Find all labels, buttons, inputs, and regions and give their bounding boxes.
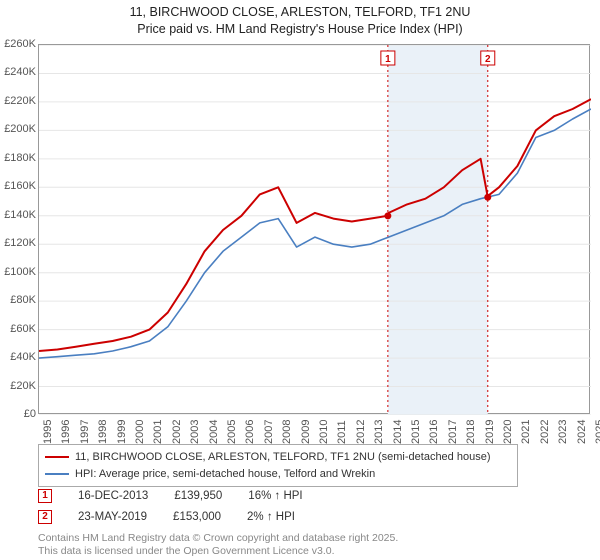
legend-row: 11, BIRCHWOOD CLOSE, ARLESTON, TELFORD, … (45, 449, 511, 466)
x-tick-label: 2000 (134, 420, 146, 444)
y-tick-label: £80K (0, 294, 36, 306)
svg-text:1: 1 (385, 54, 391, 65)
x-tick-label: 2020 (502, 420, 514, 444)
x-tick-label: 2015 (410, 420, 422, 444)
marker-row: 2 23-MAY-2019 £153,000 2% ↑ HPI (38, 507, 303, 528)
x-tick-label: 1995 (42, 420, 54, 444)
x-tick-label: 1999 (116, 420, 128, 444)
attribution-footer: Contains HM Land Registry data © Crown c… (38, 532, 398, 558)
legend-label: 11, BIRCHWOOD CLOSE, ARLESTON, TELFORD, … (75, 449, 490, 466)
legend-row: HPI: Average price, semi-detached house,… (45, 466, 511, 483)
x-tick-label: 2010 (318, 420, 330, 444)
y-tick-label: £260K (0, 38, 36, 50)
x-tick-label: 2022 (539, 420, 551, 444)
y-tick-label: £140K (0, 209, 36, 221)
marker-table: 1 16-DEC-2013 £139,950 16% ↑ HPI 2 23-MA… (38, 486, 303, 527)
chart-title-block: 11, BIRCHWOOD CLOSE, ARLESTON, TELFORD, … (0, 0, 600, 38)
y-tick-label: £200K (0, 123, 36, 135)
marker-price: £153,000 (173, 507, 221, 528)
x-tick-label: 2008 (281, 420, 293, 444)
marker-delta: 2% ↑ HPI (247, 507, 295, 528)
marker-delta: 16% ↑ HPI (248, 486, 302, 507)
x-tick-label: 2024 (576, 420, 588, 444)
y-tick-label: £220K (0, 95, 36, 107)
x-tick-label: 1998 (97, 420, 109, 444)
y-tick-label: £0 (0, 408, 36, 420)
x-tick-label: 2005 (226, 420, 238, 444)
y-tick-label: £180K (0, 152, 36, 164)
x-tick-label: 2013 (373, 420, 385, 444)
marker-num: 1 (42, 487, 48, 505)
marker-badge-icon: 2 (38, 510, 52, 524)
legend-label: HPI: Average price, semi-detached house,… (75, 466, 375, 483)
x-tick-label: 2001 (152, 420, 164, 444)
x-tick-label: 2018 (465, 420, 477, 444)
y-tick-label: £100K (0, 266, 36, 278)
x-tick-label: 2025 (594, 420, 600, 444)
x-tick-label: 2003 (189, 420, 201, 444)
x-tick-label: 1996 (60, 420, 72, 444)
x-tick-label: 1997 (79, 420, 91, 444)
x-tick-label: 2007 (263, 420, 275, 444)
x-tick-label: 2017 (447, 420, 459, 444)
x-tick-label: 2006 (244, 420, 256, 444)
legend: 11, BIRCHWOOD CLOSE, ARLESTON, TELFORD, … (38, 444, 518, 487)
x-tick-label: 2021 (520, 420, 532, 444)
marker-price: £139,950 (174, 486, 222, 507)
x-tick-label: 2019 (484, 420, 496, 444)
y-tick-label: £160K (0, 180, 36, 192)
legend-swatch-icon (45, 456, 69, 458)
x-tick-label: 2023 (557, 420, 569, 444)
footer-line-2: This data is licensed under the Open Gov… (38, 545, 398, 558)
x-tick-label: 2009 (300, 420, 312, 444)
marker-date: 16-DEC-2013 (78, 486, 148, 507)
x-tick-label: 2014 (392, 420, 404, 444)
y-tick-label: £40K (0, 351, 36, 363)
footer-line-1: Contains HM Land Registry data © Crown c… (38, 532, 398, 545)
y-tick-label: £240K (0, 66, 36, 78)
chart-container: 11, BIRCHWOOD CLOSE, ARLESTON, TELFORD, … (0, 0, 600, 560)
x-tick-label: 2012 (355, 420, 367, 444)
svg-text:2: 2 (485, 54, 491, 65)
title-line-2: Price paid vs. HM Land Registry's House … (0, 21, 600, 38)
legend-swatch-icon (45, 473, 69, 475)
x-tick-label: 2011 (336, 420, 348, 444)
chart-svg: 12 (39, 45, 591, 415)
title-line-1: 11, BIRCHWOOD CLOSE, ARLESTON, TELFORD, … (0, 4, 600, 21)
marker-row: 1 16-DEC-2013 £139,950 16% ↑ HPI (38, 486, 303, 507)
y-tick-label: £120K (0, 237, 36, 249)
marker-badge-icon: 1 (38, 489, 52, 503)
marker-date: 23-MAY-2019 (78, 507, 147, 528)
y-tick-label: £20K (0, 380, 36, 392)
x-tick-label: 2004 (208, 420, 220, 444)
marker-num: 2 (42, 508, 48, 526)
x-tick-label: 2002 (171, 420, 183, 444)
plot-area: 12 (38, 44, 590, 414)
x-tick-label: 2016 (428, 420, 440, 444)
y-tick-label: £60K (0, 323, 36, 335)
